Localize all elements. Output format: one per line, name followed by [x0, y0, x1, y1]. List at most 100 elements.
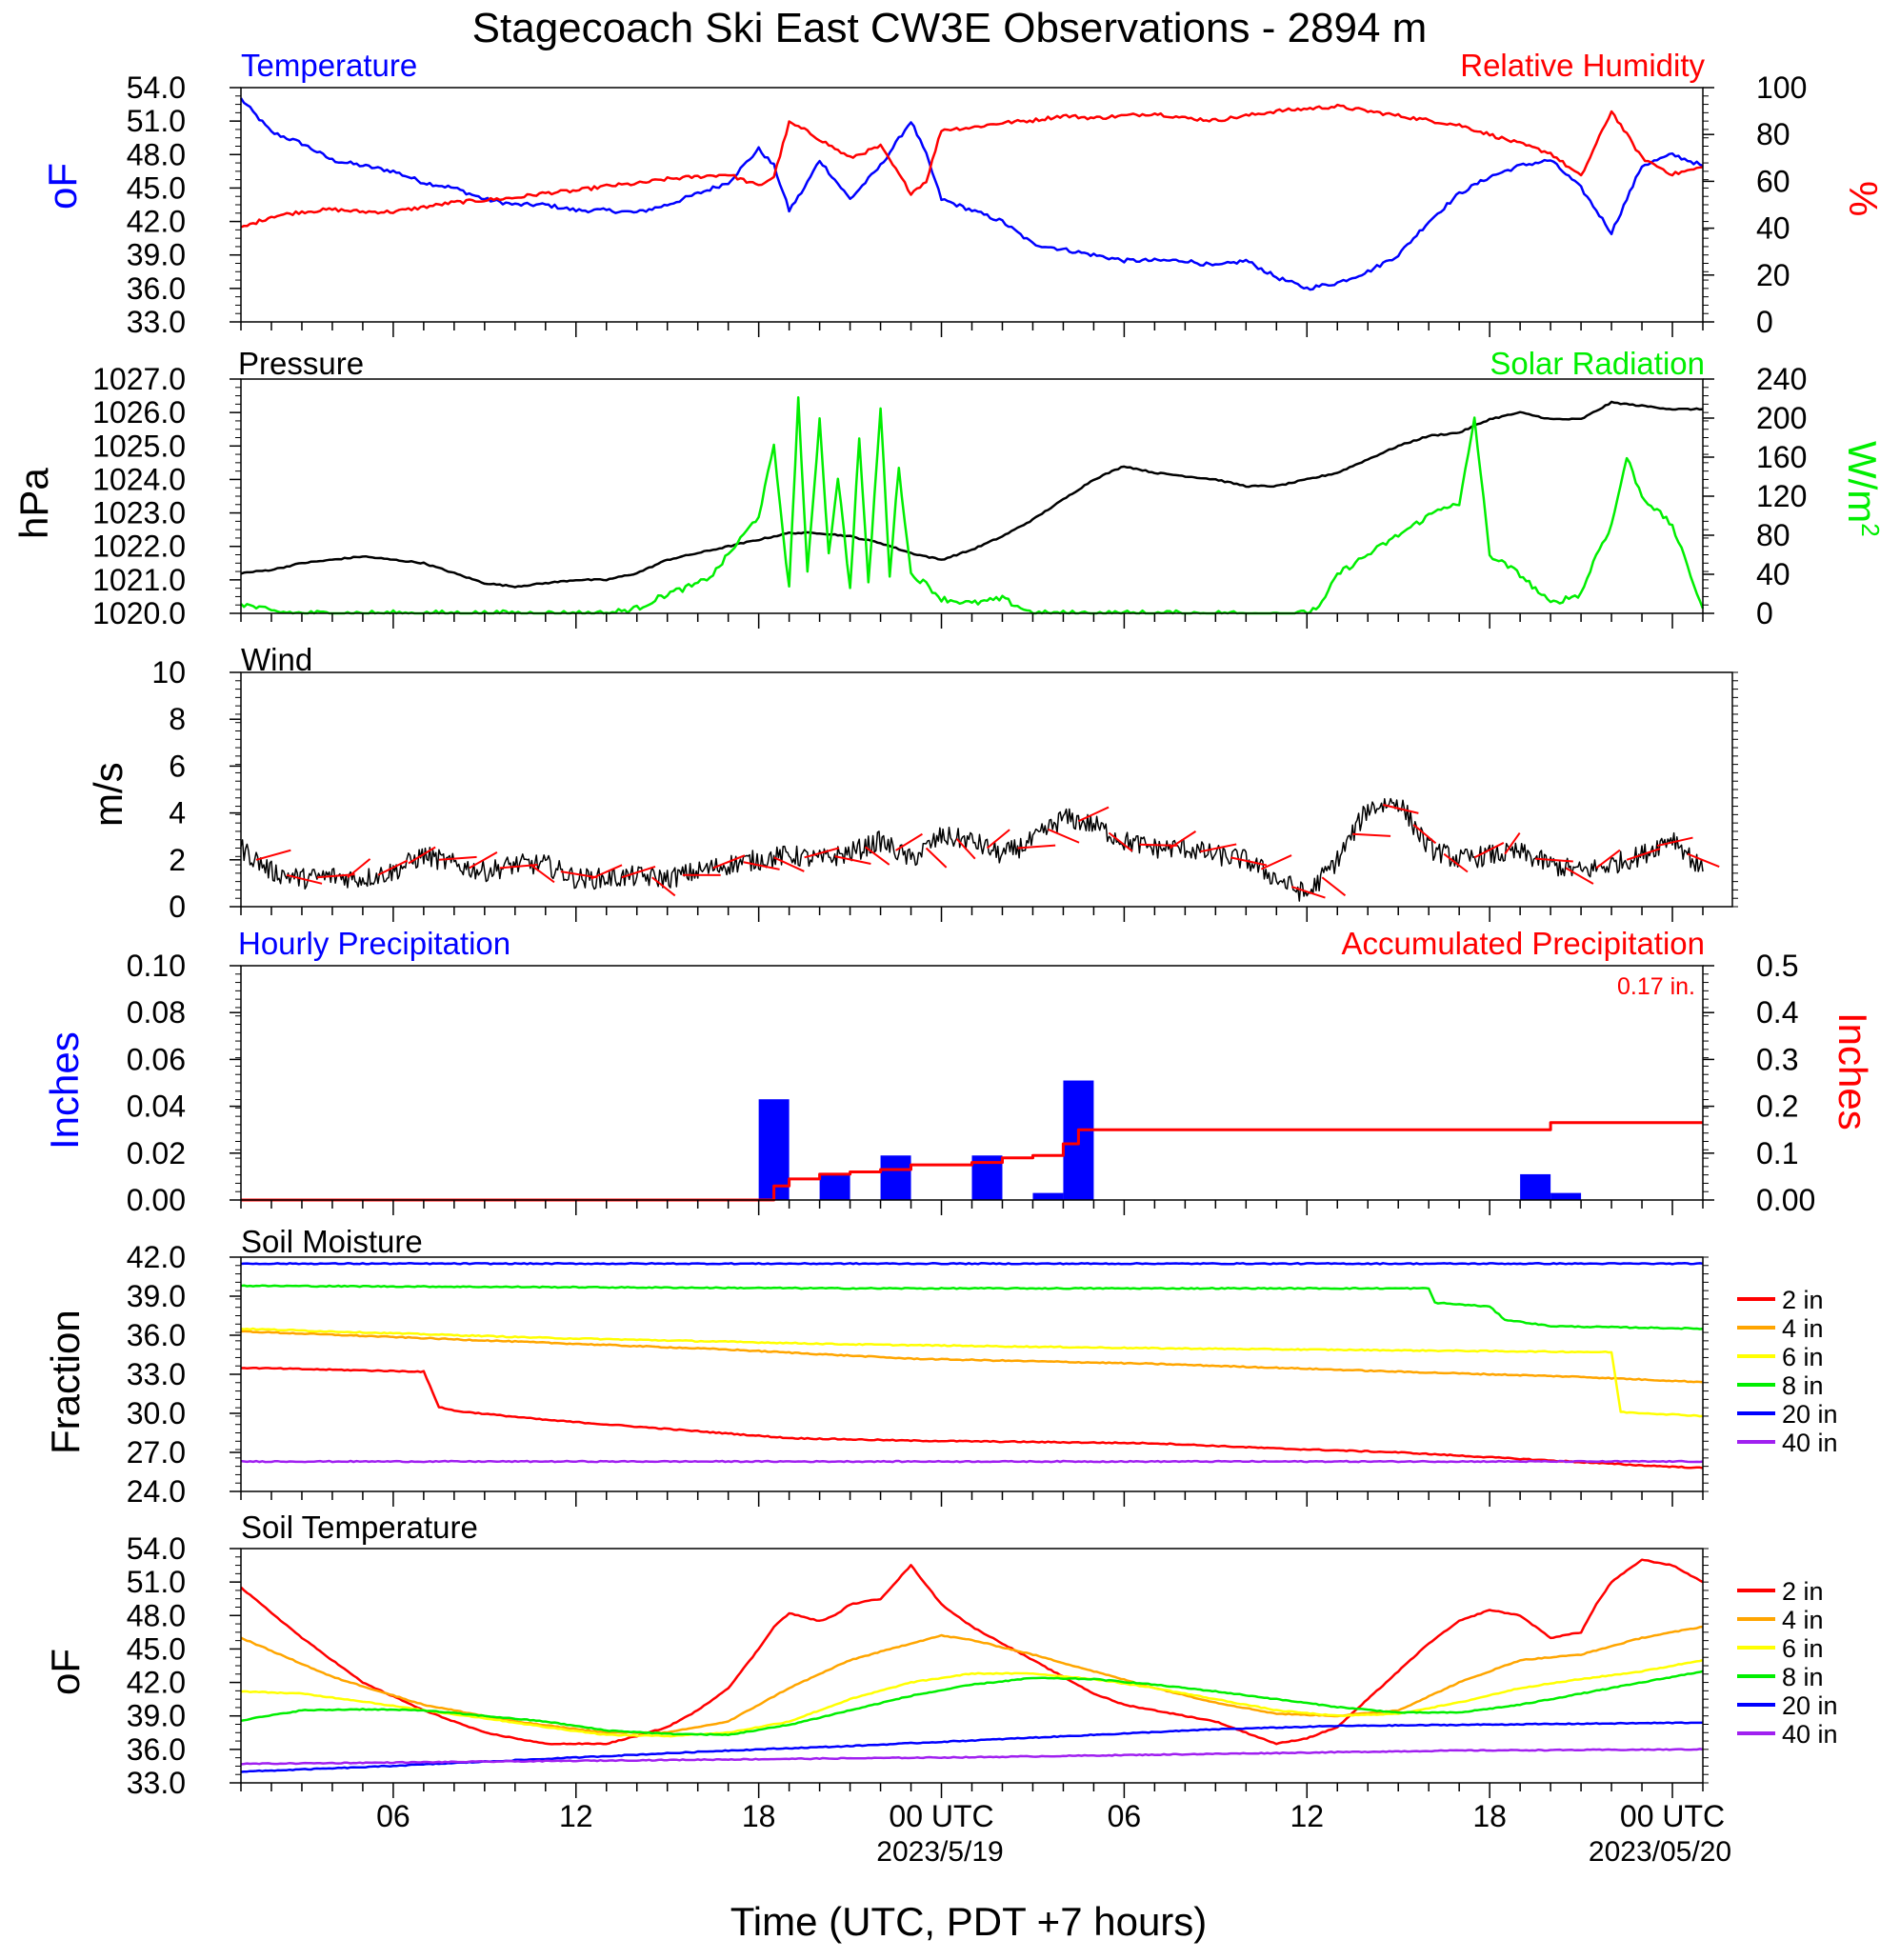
minor-ticks	[235, 87, 1709, 337]
panel-soil-temperature: Soil Temperature oF 54.051.048.045.042.0…	[43, 1510, 1838, 1800]
x-tick-label: 18	[1472, 1799, 1507, 1833]
y-tick-label: 0.06	[127, 1042, 186, 1076]
temperature-axis-unit: oF	[40, 163, 85, 210]
date-label-2: 2023/05/20	[1589, 1836, 1731, 1868]
wind-barb	[1048, 828, 1080, 844]
wind-barb	[955, 837, 976, 860]
y-tick-label-right: 0.4	[1756, 995, 1798, 1030]
wind-barb	[743, 861, 780, 870]
wind-barb	[1412, 824, 1437, 845]
y-tick-label-right: 0	[1756, 305, 1773, 339]
y-tick-label-right: 20	[1756, 258, 1790, 292]
hourly-axis-unit: Inches	[42, 1031, 87, 1150]
precip-series	[241, 1080, 1703, 1202]
minor-ticks	[235, 671, 1738, 922]
soil-moisture-tick-labels: 42.0 39.0 36.0 33.0 30.0 27.0 24.0	[127, 1240, 241, 1509]
precip-bar	[1520, 1173, 1551, 1200]
wind-barb	[986, 829, 1010, 850]
y-tick-label: 24.0	[127, 1474, 186, 1509]
x-tick-label: 12	[559, 1799, 593, 1833]
y-tick-label: 0.08	[127, 995, 186, 1030]
y-tick-label: 0.00	[127, 1183, 186, 1217]
precip-bar	[819, 1173, 850, 1200]
legend-label: 40 in	[1782, 1429, 1838, 1457]
series-40-in	[240, 1459, 1704, 1464]
y-tick-label: 36.0	[127, 1732, 186, 1767]
wind-barb	[834, 855, 871, 865]
series-8-in	[240, 1670, 1704, 1736]
wind-barb	[1200, 843, 1237, 853]
y-tick-label-right: 120	[1756, 479, 1807, 513]
wind-barb	[1687, 852, 1720, 868]
pressure-axis-unit: hPa	[11, 468, 56, 539]
y-tick-label: 1020.0	[92, 596, 186, 630]
y-tick-label: 0	[169, 890, 186, 924]
y-tick-label: 39.0	[127, 1699, 186, 1733]
legend-label: 2 in	[1782, 1286, 1824, 1314]
wind-tick-labels: 10 8 6 4 2 0	[151, 655, 241, 924]
wind-barb	[864, 846, 890, 866]
wind-barb	[1108, 831, 1133, 852]
series-accumulated-precipitation	[241, 1121, 1703, 1202]
minor-ticks	[235, 1548, 1709, 1798]
minor-ticks	[235, 378, 1709, 629]
panel-wind: Wind m/s 10 8 6 4 2 0	[86, 642, 1738, 924]
wind-barb	[530, 863, 555, 884]
wind-barb	[438, 855, 477, 861]
temperature-title: Temperature	[241, 48, 417, 83]
date-label-1: 2023/5/19	[876, 1836, 1003, 1868]
soil-temperature-axis-unit: oF	[43, 1649, 88, 1695]
wind-barb	[1626, 848, 1661, 861]
precip-bar	[1550, 1192, 1582, 1200]
x-tick-label: 06	[1108, 1799, 1142, 1833]
x-tick-label: 12	[1290, 1799, 1324, 1833]
wind-barb	[1473, 842, 1505, 859]
wind-series	[240, 797, 1704, 902]
x-tick-label: 18	[742, 1799, 776, 1833]
y-tick-label: 54.0	[127, 70, 186, 105]
pressure-tick-labels: 1027.01026.01025.01024.01023.01022.01021…	[92, 362, 241, 630]
y-tick-label-right: 0	[1756, 596, 1773, 630]
temperature-rh-series	[239, 97, 1704, 291]
wind-barb	[1565, 867, 1594, 885]
wind-barb	[1078, 806, 1110, 823]
series-6-in	[240, 1658, 1704, 1738]
y-tick-label: 0.04	[127, 1090, 186, 1124]
wind-barb	[621, 865, 656, 879]
y-tick-label: 45.0	[127, 1631, 186, 1666]
y-tick-label: 36.0	[127, 1318, 186, 1352]
y-tick-label: 48.0	[127, 1598, 186, 1632]
y-tick-label-right: 0.1	[1756, 1136, 1798, 1170]
wind-title: Wind	[241, 642, 312, 677]
series-40-in	[240, 1748, 1704, 1766]
panel-temperature-rh: Temperature Relative Humidity oF % 54.05…	[40, 48, 1886, 339]
y-tick-label: 4	[169, 796, 186, 830]
wind-barb	[286, 873, 323, 885]
y-tick-label: 6	[169, 749, 186, 783]
soil-moisture-title: Soil Moisture	[241, 1224, 423, 1259]
y-tick-label-right: 100	[1756, 70, 1807, 105]
precip-bar	[880, 1155, 911, 1200]
y-tick-label-right: 80	[1756, 117, 1790, 151]
y-tick-label: 8	[169, 702, 186, 736]
x-tick-label: 06	[376, 1799, 410, 1833]
y-tick-label: 1023.0	[92, 496, 186, 530]
y-tick-label: 10	[151, 655, 186, 690]
accum-precip-title: Accumulated Precipitation	[1341, 926, 1705, 961]
y-tick-label: 54.0	[127, 1531, 186, 1566]
legend-label: 20 in	[1782, 1400, 1838, 1429]
wind-barb	[1535, 857, 1573, 863]
series-4-in	[240, 1625, 1704, 1734]
y-tick-label: 1027.0	[92, 362, 186, 396]
wind-barb	[469, 851, 498, 870]
y-tick-label-right: 40	[1756, 211, 1790, 246]
series-20-in	[240, 1262, 1704, 1266]
wind-barb	[316, 873, 355, 879]
legend-label: 8 in	[1782, 1663, 1824, 1691]
wind-barb	[804, 847, 840, 859]
wind-barb	[1352, 832, 1391, 837]
x-tick-label: 00 UTC	[889, 1799, 993, 1833]
wind-barb	[1595, 849, 1621, 870]
rh-tick-labels: 100 80 60 40 20 0	[1703, 70, 1807, 339]
y-tick-label: 33.0	[127, 305, 186, 339]
